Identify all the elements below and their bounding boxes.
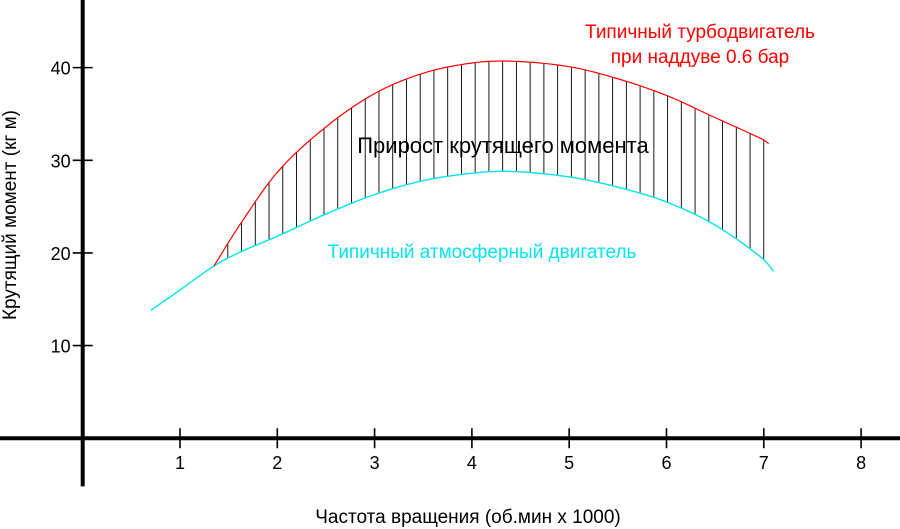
atmospheric-engine-curve <box>150 170 775 311</box>
ticks: 1 2 3 4 5 6 7 8 10 20 30 40 <box>51 59 866 474</box>
torque-gain-label: Прирост крутящего момента <box>357 133 649 158</box>
y-tick-label: 20 <box>51 244 71 264</box>
y-axis-title: Крутящий момент (кг м) <box>0 110 21 320</box>
atmospheric-engine-label: Типичный атмосферный двигатель <box>328 242 637 263</box>
curves <box>150 60 775 311</box>
x-tick-label: 3 <box>370 453 380 473</box>
turbo-engine-curve <box>213 60 770 267</box>
turbo-engine-label-line1: Типичный турбодвигатель <box>585 22 815 43</box>
x-tick-label: 2 <box>272 453 282 473</box>
y-tick-label: 30 <box>51 151 71 171</box>
turbo-engine-label-line2: при наддуве 0.6 бар <box>611 47 789 68</box>
torque-gain-hatching <box>227 60 765 260</box>
x-tick-label: 8 <box>856 453 866 473</box>
x-tick-label: 1 <box>175 453 185 473</box>
axes <box>0 0 900 487</box>
x-tick-label: 5 <box>564 453 574 473</box>
x-tick-label: 4 <box>467 453 477 473</box>
x-axis-title: Частота вращения (об.мин х 1000) <box>315 507 620 528</box>
y-tick-label: 10 <box>51 337 71 357</box>
x-tick-label: 6 <box>661 453 671 473</box>
y-tick-label: 40 <box>51 59 71 79</box>
x-tick-label: 7 <box>759 453 769 473</box>
